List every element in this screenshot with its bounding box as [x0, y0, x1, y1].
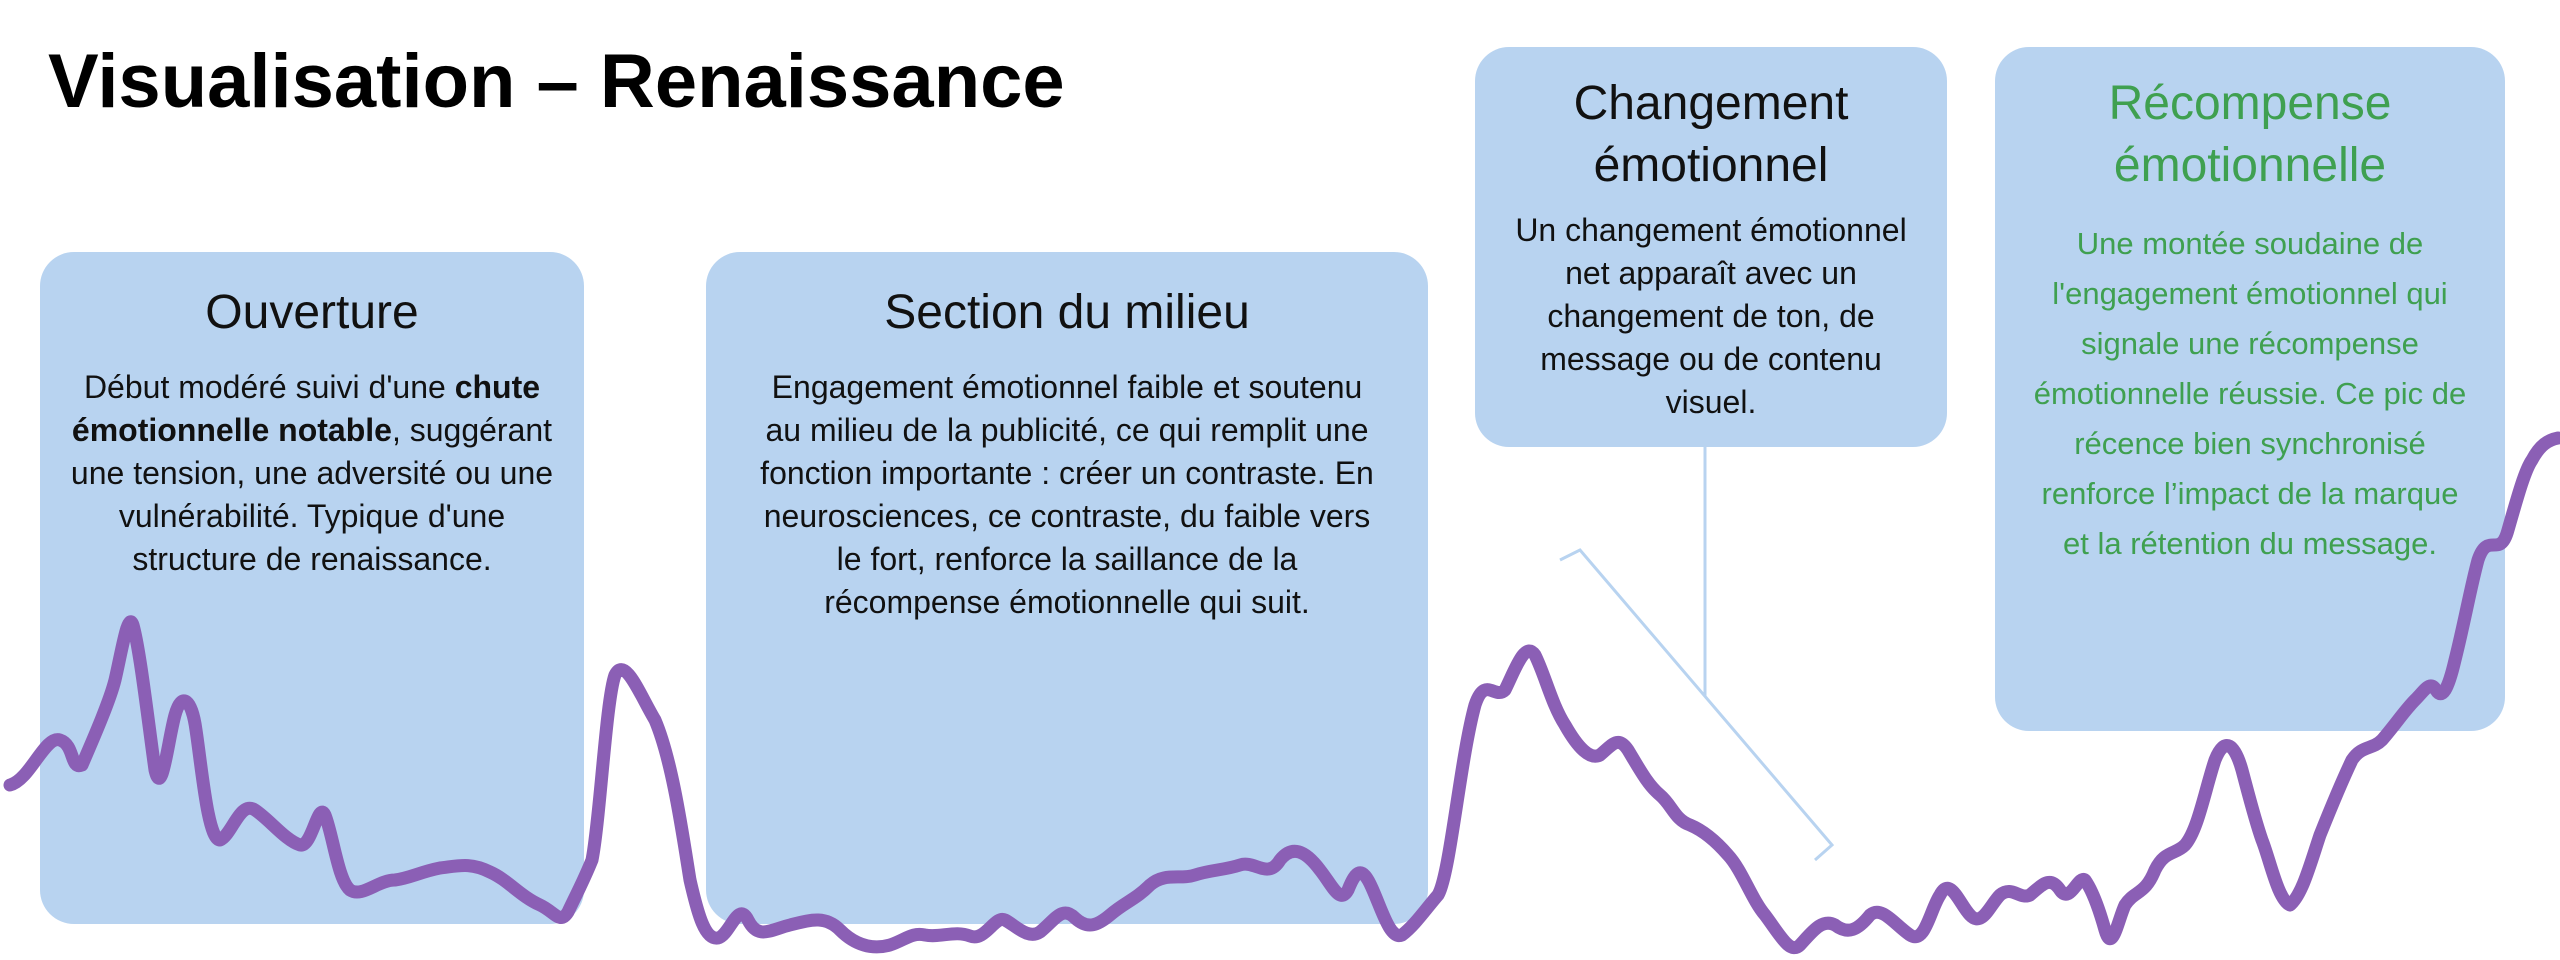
section-opening-title: Ouverture [205, 286, 419, 339]
section-middle-box: Section du milieu Engagement émotionnel … [706, 252, 1428, 924]
section-reward-text: Une montée soudaine de l'engagement émot… [2033, 226, 2467, 561]
section-change-title: Changement émotionnel [1573, 77, 1849, 192]
section-opening-text: Début modéré suivi d'une chute émotionne… [66, 366, 558, 581]
section-opening-box: Ouverture Début modéré suivi d'une chute… [40, 252, 584, 924]
section-middle-text: Engagement émotionnel faible et soutenu … [760, 369, 1374, 620]
section-middle-title: Section du milieu [884, 286, 1250, 339]
callout-connector-icon [1559, 447, 1835, 862]
section-change-box: Changement émotionnel Un changement émot… [1475, 47, 1947, 447]
page-title: Visualisation – Renaissance [48, 39, 1065, 124]
section-opening-text-start: Début modéré suivi d'une [83, 369, 455, 405]
section-reward-box: Récompense émotionnelle Une montée souda… [1995, 47, 2505, 731]
connector-diagonal-line [1559, 548, 1835, 862]
section-reward-title: Récompense émotionnelle [2108, 77, 2392, 192]
section-change-text: Un changement émotionnel net apparaît av… [1515, 212, 1907, 420]
